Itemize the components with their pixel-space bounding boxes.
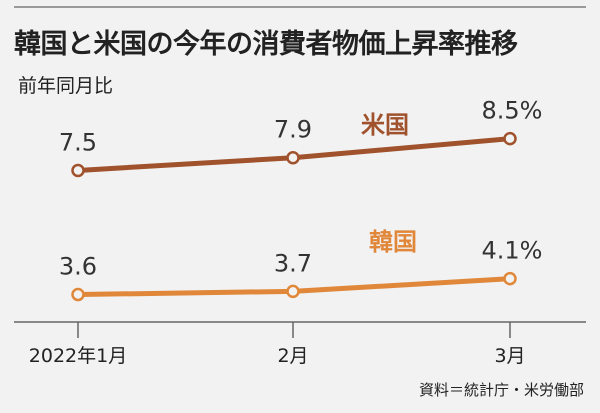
data-point: [71, 163, 85, 178]
data-point: [503, 271, 517, 286]
x-tick-label: 2022年1月: [29, 345, 127, 367]
data-label: 7.9: [274, 116, 312, 144]
series-name-label: 米国: [361, 111, 409, 139]
x-tick-label: 2月: [277, 345, 308, 367]
data-label: 3.6: [59, 253, 97, 281]
unit-label: 前年同月比: [18, 75, 114, 97]
top-rule: [14, 6, 586, 8]
data-label: 8.5%: [482, 97, 543, 125]
x-tick-label: 3月: [494, 345, 525, 367]
data-label: 3.7: [274, 249, 312, 277]
data-point: [286, 150, 300, 165]
data-point: [71, 287, 85, 302]
series-name-label: 韓国: [369, 228, 417, 256]
data-point: [503, 131, 517, 146]
data-label: 4.1%: [482, 237, 543, 265]
data-label: 7.5: [59, 128, 97, 156]
source-note: 資料＝統計庁・米労働部: [418, 381, 584, 399]
data-point: [286, 284, 300, 299]
chart-title: 韓国と米国の今年の消費者物価上昇率推移: [14, 29, 518, 60]
